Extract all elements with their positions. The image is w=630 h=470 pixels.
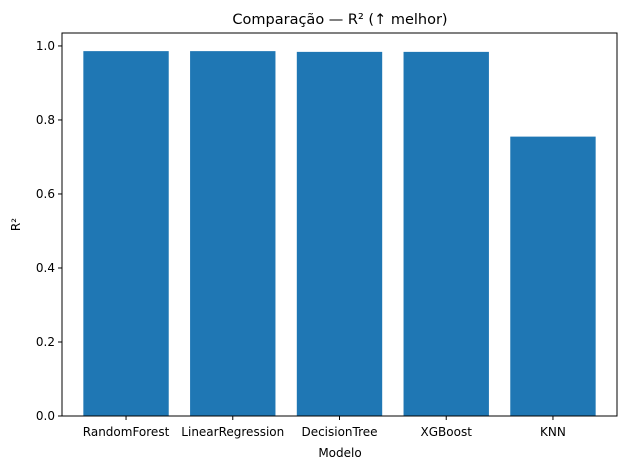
chart-title: Comparação — R² (↑ melhor)	[232, 12, 447, 28]
bar-randomforest	[83, 51, 169, 417]
y-tick-label: 0.4	[36, 261, 55, 275]
y-tick-label: 0.6	[36, 187, 55, 201]
x-axis-title: Modelo	[318, 446, 361, 460]
x-tick-label: KNN	[540, 425, 566, 439]
x-axis: RandomForest LinearRegression DecisionTree…	[83, 416, 566, 439]
y-tick-label: 0.8	[36, 113, 55, 127]
bar-linearregression	[190, 51, 276, 417]
y-axis: 0.0 0.2 0.4 0.6 0.8 1.0	[36, 39, 62, 423]
y-tick-label: 0.2	[36, 335, 55, 349]
bar-decisiontree	[296, 51, 383, 416]
x-tick-label: RandomForest	[83, 425, 170, 439]
y-tick-label: 1.0	[36, 39, 55, 53]
y-axis-title: R²	[9, 218, 23, 231]
y-tick-label: 0.0	[36, 409, 55, 423]
bars-group	[83, 51, 596, 417]
bar-xgboost	[403, 51, 489, 416]
x-tick-label: LinearRegression	[181, 425, 284, 439]
x-tick-label: XGBoost	[421, 425, 473, 439]
x-tick-label: DecisionTree	[301, 425, 377, 439]
bar-knn	[510, 136, 596, 416]
plot-frame	[61, 32, 618, 417]
